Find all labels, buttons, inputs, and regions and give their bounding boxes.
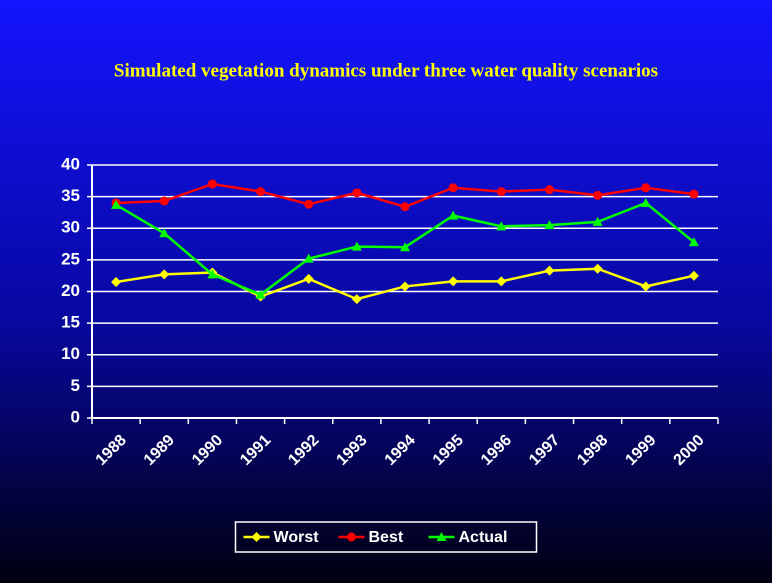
data-point [304,199,314,209]
data-point [111,199,122,209]
data-point [496,221,507,231]
data-point [159,228,170,238]
data-point [207,269,218,279]
data-point [641,183,651,193]
data-point [351,294,362,305]
y-tick-label: 5 [71,376,80,395]
data-point [640,281,651,292]
data-point [688,270,699,281]
y-tick-label: 10 [61,344,80,363]
y-tick-label: 30 [61,218,80,237]
data-point [400,242,410,252]
data-point [400,202,410,212]
data-point [592,216,603,226]
data-point [207,179,217,189]
legend-box [234,521,538,553]
legend-marker [436,532,447,541]
legend-label: Best [369,529,404,546]
data-point [255,289,266,299]
data-point [689,189,699,199]
data-point [256,187,266,197]
data-point [400,281,410,292]
data-point [159,269,170,280]
data-point [544,185,554,195]
data-point [640,197,651,207]
data-point [544,265,555,276]
y-tick-label: 35 [61,186,80,205]
legend-label: Worst [274,529,320,546]
legend-marker [251,532,262,542]
data-point [351,241,362,251]
y-tick-label: 25 [61,249,80,268]
data-point [592,263,603,274]
data-point [352,188,362,198]
legend-label: Actual [459,529,508,546]
data-point [496,187,506,197]
data-point [303,253,314,263]
data-point [688,237,699,247]
data-point [448,210,459,220]
data-point [448,276,459,287]
data-point [448,183,458,193]
data-point [303,273,314,284]
legend-marker [347,532,356,542]
y-tick-label: 0 [71,407,80,426]
legend: Worst Best Actual [234,521,538,553]
y-tick-label: 15 [61,313,80,332]
data-point [593,190,603,200]
data-point [111,277,122,288]
y-tick-label: 40 [61,154,80,173]
data-point [159,196,169,206]
data-point [544,220,555,230]
chart-title: Simulated vegetation dynamics under thre… [114,60,658,81]
y-tick-label: 20 [61,281,80,300]
data-point [496,276,507,287]
